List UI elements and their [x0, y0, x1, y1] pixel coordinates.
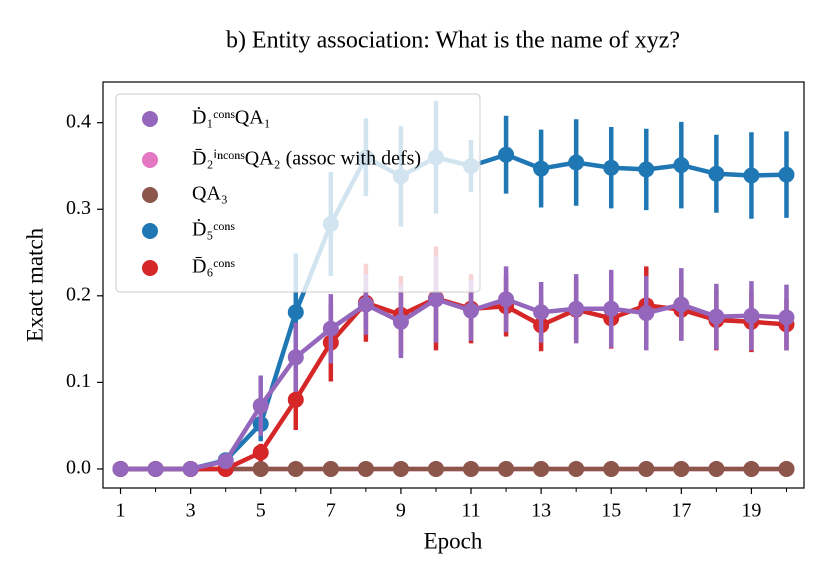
point	[427, 291, 444, 308]
point	[778, 309, 795, 326]
point	[638, 161, 655, 178]
point	[463, 302, 480, 319]
legend-label: Ḋ₁ᶜᵒⁿˢQA₁	[192, 106, 271, 129]
point	[217, 453, 234, 470]
point	[568, 154, 585, 171]
point	[287, 304, 304, 321]
point	[357, 460, 374, 477]
legend-marker	[142, 223, 158, 239]
x-tick-label: 19	[741, 500, 761, 522]
x-tick-label: 5	[256, 500, 266, 522]
x-tick-label: 17	[671, 500, 691, 522]
point	[427, 460, 444, 477]
x-tick-label: 3	[186, 500, 196, 522]
point	[778, 460, 795, 477]
x-tick-label: 11	[461, 500, 480, 522]
point	[287, 460, 304, 477]
series-line	[120, 296, 787, 472]
legend-label: QA₃	[192, 183, 228, 205]
point	[533, 160, 550, 177]
y-tick-label: 0.3	[66, 197, 91, 219]
point	[743, 307, 760, 324]
point	[708, 460, 725, 477]
point	[533, 460, 550, 477]
x-tick-label: 15	[601, 500, 621, 522]
y-axis-label: Exact match	[22, 227, 47, 342]
point	[252, 397, 269, 414]
plot-frame	[102, 81, 805, 489]
y-tick-label: 0.4	[66, 110, 91, 132]
point	[673, 157, 690, 174]
point	[287, 349, 304, 366]
legend-label: Ḋ₅ᶜᵒⁿˢ	[192, 218, 235, 241]
x-tick-label: 7	[326, 500, 336, 522]
point	[498, 460, 515, 477]
series	[112, 256, 795, 477]
point	[392, 313, 409, 330]
point	[287, 391, 304, 408]
point	[357, 296, 374, 313]
legend-label: D̄₂ⁱⁿᶜᵒⁿˢQA₂ (assoc with defs)	[192, 148, 421, 170]
x-tick-label: 9	[396, 500, 406, 522]
x-axis-label: Epoch	[424, 528, 483, 553]
point	[498, 291, 515, 308]
point	[252, 444, 269, 461]
point	[568, 460, 585, 477]
x-tick-label: 13	[531, 500, 551, 522]
legend: Ḋ₁ᶜᵒⁿˢQA₁ D̄₂ⁱⁿᶜᵒⁿˢQA₂ (assoc with defs) Q…	[115, 93, 481, 293]
point	[673, 460, 690, 477]
legend-marker	[142, 152, 158, 168]
legend-marker	[142, 260, 158, 276]
point	[252, 460, 269, 477]
point	[673, 296, 690, 313]
point	[638, 460, 655, 477]
y-tick-label: 0.2	[66, 283, 91, 305]
point	[322, 320, 339, 337]
legend-marker	[142, 111, 158, 127]
legend-label: D̄₆ᶜᵒⁿˢ	[192, 256, 235, 278]
legend-box	[115, 93, 481, 293]
point	[182, 460, 199, 477]
point	[112, 460, 129, 477]
point	[322, 460, 339, 477]
point	[533, 304, 550, 321]
legend-marker	[142, 187, 158, 203]
point	[568, 300, 585, 317]
point	[498, 146, 515, 163]
series-line	[120, 296, 787, 472]
point	[743, 460, 760, 477]
point	[463, 460, 480, 477]
point	[147, 460, 164, 477]
point	[778, 166, 795, 183]
point	[638, 305, 655, 322]
point	[603, 300, 620, 317]
x-tick-label: 1	[116, 500, 126, 522]
point	[708, 165, 725, 182]
point	[708, 308, 725, 325]
point	[743, 167, 760, 184]
point	[603, 460, 620, 477]
chart-title: b) Entity association: What is the name …	[226, 28, 680, 54]
point	[603, 159, 620, 176]
y-tick-label: 0.0	[66, 457, 91, 479]
y-tick-label: 0.1	[66, 370, 91, 392]
point	[392, 460, 409, 477]
